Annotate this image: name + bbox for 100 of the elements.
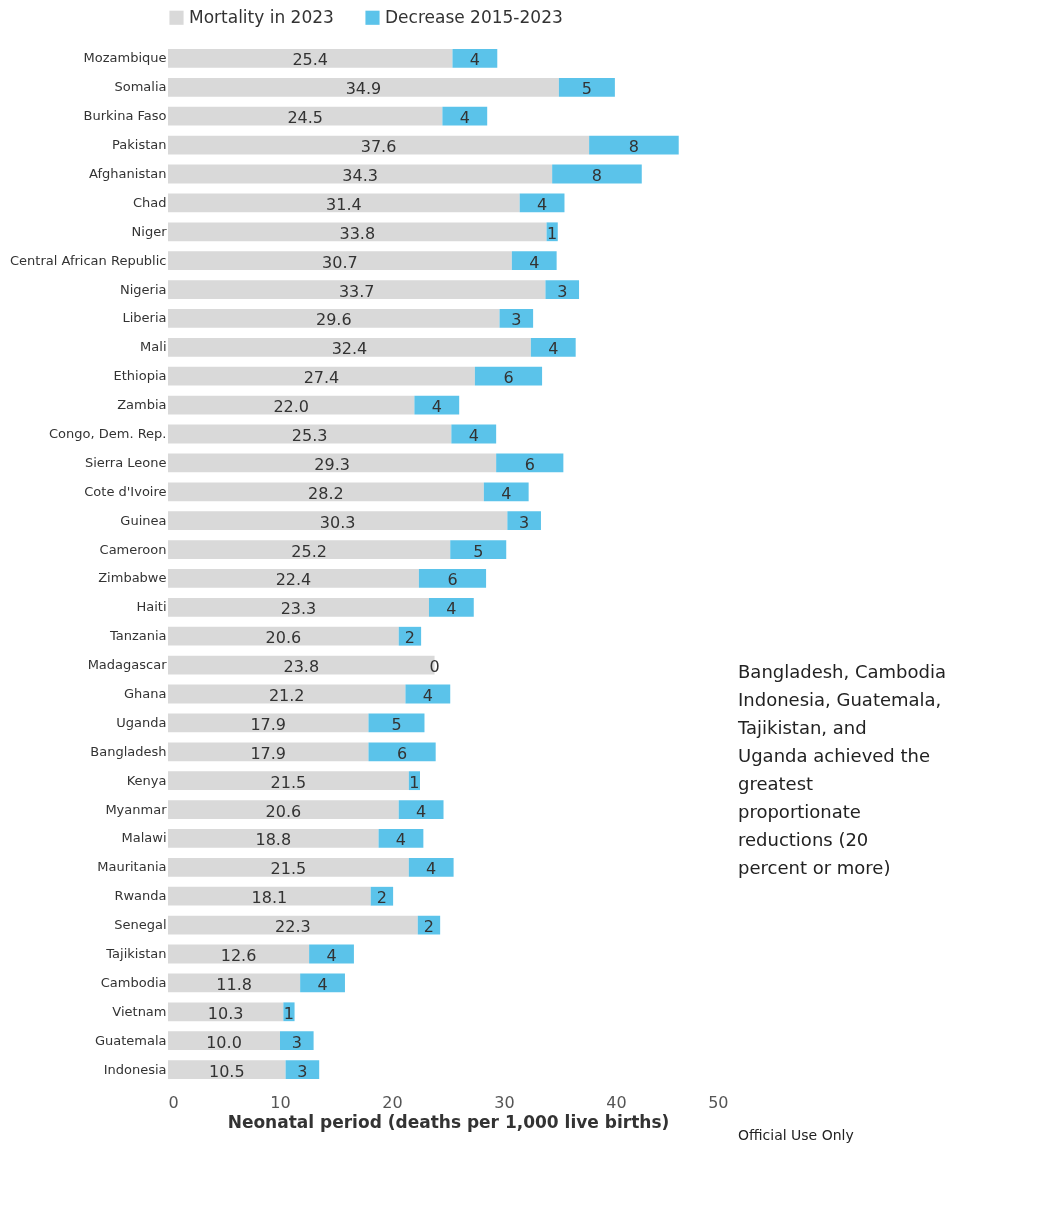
- y-tick-label: Mauritania: [97, 859, 167, 875]
- data-label: 27.4: [303, 368, 340, 388]
- y-tick-label: Madagascar: [87, 657, 168, 673]
- data-label: 30.3: [319, 512, 356, 532]
- text: Bangladesh, Cambodia Indonesia, Guatemala, Tajikistan, and Uganda achieved the greatest proportionate reductions (20 percent or more): [737, 661, 947, 878]
- data-label: 32.4: [331, 339, 368, 359]
- data-label: 3: [297, 1061, 308, 1081]
- data-label: 24.5: [287, 108, 324, 128]
- y-tick-label: Ethiopia: [113, 368, 167, 384]
- y-tick-label: Niger: [131, 223, 168, 239]
- legend-label: Mortality in 2023: [189, 6, 334, 27]
- y-tick-label: Mali: [140, 339, 167, 355]
- data-label: 29.3: [314, 454, 350, 474]
- data-label: 21.2: [268, 686, 305, 705]
- data-label: 10.0: [206, 1032, 242, 1052]
- y-tick-label: Senegal: [114, 917, 167, 933]
- data-label: 1: [283, 1003, 295, 1023]
- data-label: 30.7: [322, 252, 358, 272]
- data-label: 5: [391, 714, 402, 734]
- legend-label: Decrease 2015-2023: [385, 6, 563, 27]
- data-label: 34.3: [342, 166, 378, 185]
- data-label: 33.7: [338, 281, 375, 301]
- y-tick-label: Rwanda: [114, 888, 167, 904]
- data-label: 17.9: [250, 714, 287, 734]
- data-label: 4: [446, 599, 457, 619]
- y-tick-label: Kenya: [126, 772, 167, 788]
- data-label: 3: [519, 512, 530, 532]
- x-tick-label: 50: [708, 1092, 729, 1112]
- data-label: 22.0: [273, 397, 310, 417]
- y-tick-label: Cambodia: [100, 974, 167, 990]
- data-label: 8: [628, 137, 640, 157]
- y-tick-label: Indonesia: [103, 1061, 167, 1077]
- y-tick-label: Zambia: [117, 397, 167, 413]
- y-tick-label: Cote d'Ivoire: [84, 483, 167, 499]
- data-label: 4: [422, 686, 433, 705]
- text: Official Use Only: [738, 1127, 854, 1143]
- x-tick-label: 40: [606, 1092, 627, 1112]
- data-label: 3: [557, 281, 568, 301]
- data-label: 4: [431, 397, 442, 417]
- data-label: 4: [326, 946, 337, 965]
- data-label: 6: [524, 454, 535, 474]
- data-label: 11.8: [216, 974, 252, 994]
- y-tick-label: Guinea: [120, 512, 167, 528]
- y-tick-label: Pakistan: [112, 137, 167, 153]
- y-tick-label: Zimbabwe: [98, 570, 167, 586]
- data-label: 4: [426, 859, 437, 879]
- data-label: 4: [395, 830, 407, 850]
- y-tick-label: Mozambique: [83, 50, 167, 66]
- data-label: 4: [469, 50, 480, 70]
- data-label: 4: [416, 801, 427, 821]
- y-tick-label: Vietnam: [112, 1003, 167, 1019]
- data-label: 20.6: [265, 628, 302, 648]
- data-label: 25.3: [291, 426, 328, 445]
- data-label: 23.3: [280, 599, 317, 619]
- data-label: 34.9: [345, 79, 382, 99]
- y-tick-label: Afghanistan: [89, 166, 167, 181]
- data-label: 4: [459, 108, 470, 128]
- data-label: 8: [591, 166, 603, 185]
- data-label: 4: [548, 339, 559, 359]
- data-label: 6: [447, 570, 458, 590]
- y-tick-label: Haiti: [136, 599, 167, 615]
- data-label: 18.1: [251, 888, 288, 908]
- y-tick-label: Tanzania: [108, 628, 167, 644]
- data-label: 1: [409, 772, 420, 792]
- data-label: 6: [396, 743, 408, 763]
- data-label: 10.5: [208, 1061, 245, 1081]
- data-label: 4: [529, 252, 540, 272]
- y-tick-label: Myanmar: [105, 801, 168, 817]
- y-tick-label: Tajikistan: [105, 946, 167, 961]
- data-label: 0: [429, 657, 440, 677]
- data-label: 29.6: [315, 310, 352, 330]
- data-label: 31.4: [326, 194, 362, 214]
- y-tick-label: Guatemala: [94, 1032, 167, 1048]
- data-label: 23.8: [283, 657, 320, 677]
- y-tick-label: Cameroon: [99, 541, 167, 557]
- data-label: 25.4: [292, 50, 329, 70]
- y-tick-label: Ghana: [124, 686, 167, 701]
- y-tick-label: Somalia: [114, 79, 167, 95]
- y-tick-label: Central African Republic: [10, 252, 167, 268]
- data-label: 25.2: [291, 541, 327, 561]
- data-label: 4: [317, 974, 328, 994]
- y-tick-label: Bangladesh: [90, 743, 167, 759]
- data-label: 4: [536, 194, 548, 214]
- data-label: 2: [404, 628, 416, 648]
- data-label: 4: [468, 426, 479, 445]
- data-label: 6: [503, 368, 514, 388]
- y-tick-label: Sierra Leone: [84, 454, 167, 470]
- data-label: 33.8: [339, 223, 376, 243]
- data-label: 4: [501, 483, 512, 503]
- y-tick-label: Nigeria: [119, 281, 167, 297]
- y-tick-label: Chad: [132, 194, 167, 210]
- y-tick-label: Burkina Faso: [83, 108, 167, 124]
- x-tick-label: 20: [382, 1092, 403, 1112]
- data-label: 17.9: [250, 743, 287, 763]
- data-label: 3: [291, 1032, 302, 1052]
- x-tick-label: 10: [270, 1092, 291, 1112]
- x-axis-title: Neonatal period (deaths per 1,000 live births): [227, 1111, 670, 1132]
- x-tick-label: 0: [168, 1092, 179, 1112]
- data-label: 22.4: [275, 570, 312, 590]
- data-label: 10.3: [207, 1003, 244, 1023]
